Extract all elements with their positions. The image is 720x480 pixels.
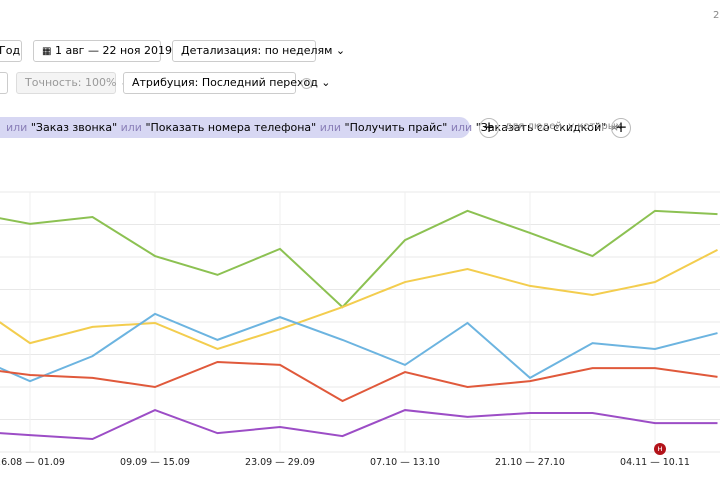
x-tick-label: 23.09 — 29.09: [245, 457, 315, 468]
series-line: [0, 248, 718, 351]
condition: "Заказать со скидкой": [475, 121, 607, 134]
corner-text: 2: [713, 10, 720, 21]
or: или: [6, 121, 28, 134]
x-tick-label: 07.10 — 13.10: [370, 457, 440, 468]
accuracy-dropdown[interactable]: Точность: 100% ⌄: [16, 72, 129, 94]
add-button[interactable]: +: [611, 118, 631, 138]
series-line: [0, 408, 718, 441]
partial-button[interactable]: [0, 72, 8, 94]
or: или: [450, 121, 473, 134]
segment-pill[interactable]: или "Заказ звонка" или "Показать номера …: [0, 117, 619, 138]
series-line: [0, 209, 718, 309]
info-icon[interactable]: i: [301, 78, 312, 89]
period-button[interactable]: Год: [0, 40, 22, 62]
people-label: для людей, у которых: [505, 121, 622, 132]
date-button[interactable]: ▦ 1 авг — 22 ноя 2019: [33, 40, 172, 62]
x-tick-label: 21.10 — 27.10: [495, 457, 565, 468]
add-button[interactable]: +: [479, 118, 499, 138]
marker[interactable]: н: [654, 443, 666, 455]
or: или: [120, 121, 142, 134]
condition: "Заказ звонка": [30, 121, 118, 134]
series-line: [0, 312, 718, 383]
x-tick-label: 09.09 — 15.09: [120, 457, 190, 468]
condition: "Показать номера телефона": [145, 121, 317, 134]
series-line: [0, 360, 718, 403]
x-tick-label: 04.11 — 10.11: [620, 457, 690, 468]
date-range: 1 авг — 22 ноя 2019: [54, 44, 172, 57]
accuracy-label: Точность: 100%: [25, 76, 117, 89]
or: или: [319, 121, 342, 134]
detail-label: Детализация: по неделям: [181, 44, 333, 57]
x-tick-label: 26.08 — 01.09: [0, 457, 65, 468]
condition: "Получить прайс": [344, 121, 448, 134]
attribution-label: Атрибуция: Последний переход: [132, 76, 318, 89]
detail-dropdown[interactable]: Детализация: по неделям ⌄: [172, 40, 345, 62]
attribution-dropdown[interactable]: Атрибуция: Последний переход ⌄: [123, 72, 331, 94]
